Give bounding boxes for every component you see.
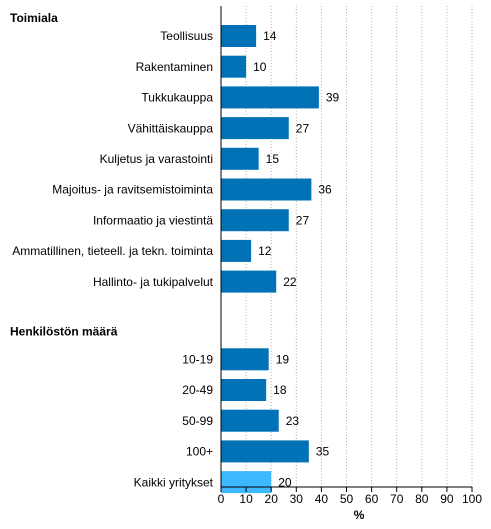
x-tick-label: 50: [340, 492, 354, 506]
x-axis-title: %: [354, 508, 365, 522]
gridlines: [245, 6, 473, 487]
labels: Toimiala Teollisuus 14 Rakentaminen 10 Tukkuk…: [10, 11, 340, 489]
bars: [221, 25, 319, 494]
x-tick-label: 30: [290, 492, 304, 506]
x-tick-label: 0: [218, 492, 225, 506]
category-label: Majoitus- ja ravitsemistoiminta: [52, 183, 213, 197]
bar: [221, 147, 259, 170]
category-label: 100+: [186, 445, 213, 459]
bar: [221, 117, 289, 140]
x-tick-label: 80: [415, 492, 429, 506]
x-tick-label: 20: [265, 492, 279, 506]
bar: [221, 86, 319, 109]
category-label: Kuljetus ja varastointi: [100, 152, 213, 166]
category-label: Vähittäiskauppa: [128, 121, 214, 135]
category-label: Informaatio ja viestintä: [93, 213, 213, 227]
bar: [221, 471, 272, 494]
data-label: 15: [266, 152, 280, 166]
data-label: 23: [286, 414, 300, 428]
bar: [221, 55, 247, 78]
x-tick-label: 100: [462, 492, 482, 506]
data-label: 27: [296, 121, 310, 135]
group-title: Henkilöstön määrä: [10, 324, 118, 338]
data-label: 20: [278, 475, 292, 489]
group-title: Toimiala: [10, 11, 58, 25]
data-label: 10: [253, 60, 267, 74]
x-tick-label: 90: [440, 492, 454, 506]
bar: [221, 409, 279, 432]
data-label: 19: [276, 352, 290, 366]
data-label: 22: [283, 275, 297, 289]
x-tick-label: 10: [239, 492, 253, 506]
data-label: 39: [326, 91, 340, 105]
category-label: 50-99: [182, 414, 213, 428]
x-axis: 0 10 20 30 40 50 60 70 80 90 100%: [218, 6, 482, 522]
category-label: 10-19: [182, 352, 213, 366]
bar: [221, 209, 289, 232]
category-label: Teollisuus: [160, 29, 213, 43]
category-label: Rakentaminen: [136, 60, 213, 74]
bar: [221, 440, 309, 463]
bar: [221, 270, 277, 293]
bar: [221, 239, 252, 262]
data-label: 36: [318, 183, 332, 197]
bar: [221, 178, 312, 201]
bar: [221, 379, 267, 401]
data-label: 27: [296, 213, 310, 227]
bar: [221, 348, 269, 371]
category-label: Ammatillinen, tieteell. ja tekn. toimint…: [12, 244, 213, 258]
bar: [221, 25, 257, 47]
x-tick-label: 40: [315, 492, 329, 506]
category-label: Kaikki yritykset: [134, 475, 214, 489]
data-label: 35: [316, 445, 330, 459]
category-label: Tukkukauppa: [141, 91, 213, 105]
data-label: 14: [263, 29, 277, 43]
category-label: Hallinto- ja tukipalvelut: [93, 275, 214, 289]
data-label: 12: [258, 244, 272, 258]
x-tick-label: 60: [365, 492, 379, 506]
data-label: 18: [273, 383, 287, 397]
category-label: 20-49: [182, 383, 213, 397]
x-tick-label: 70: [390, 492, 404, 506]
